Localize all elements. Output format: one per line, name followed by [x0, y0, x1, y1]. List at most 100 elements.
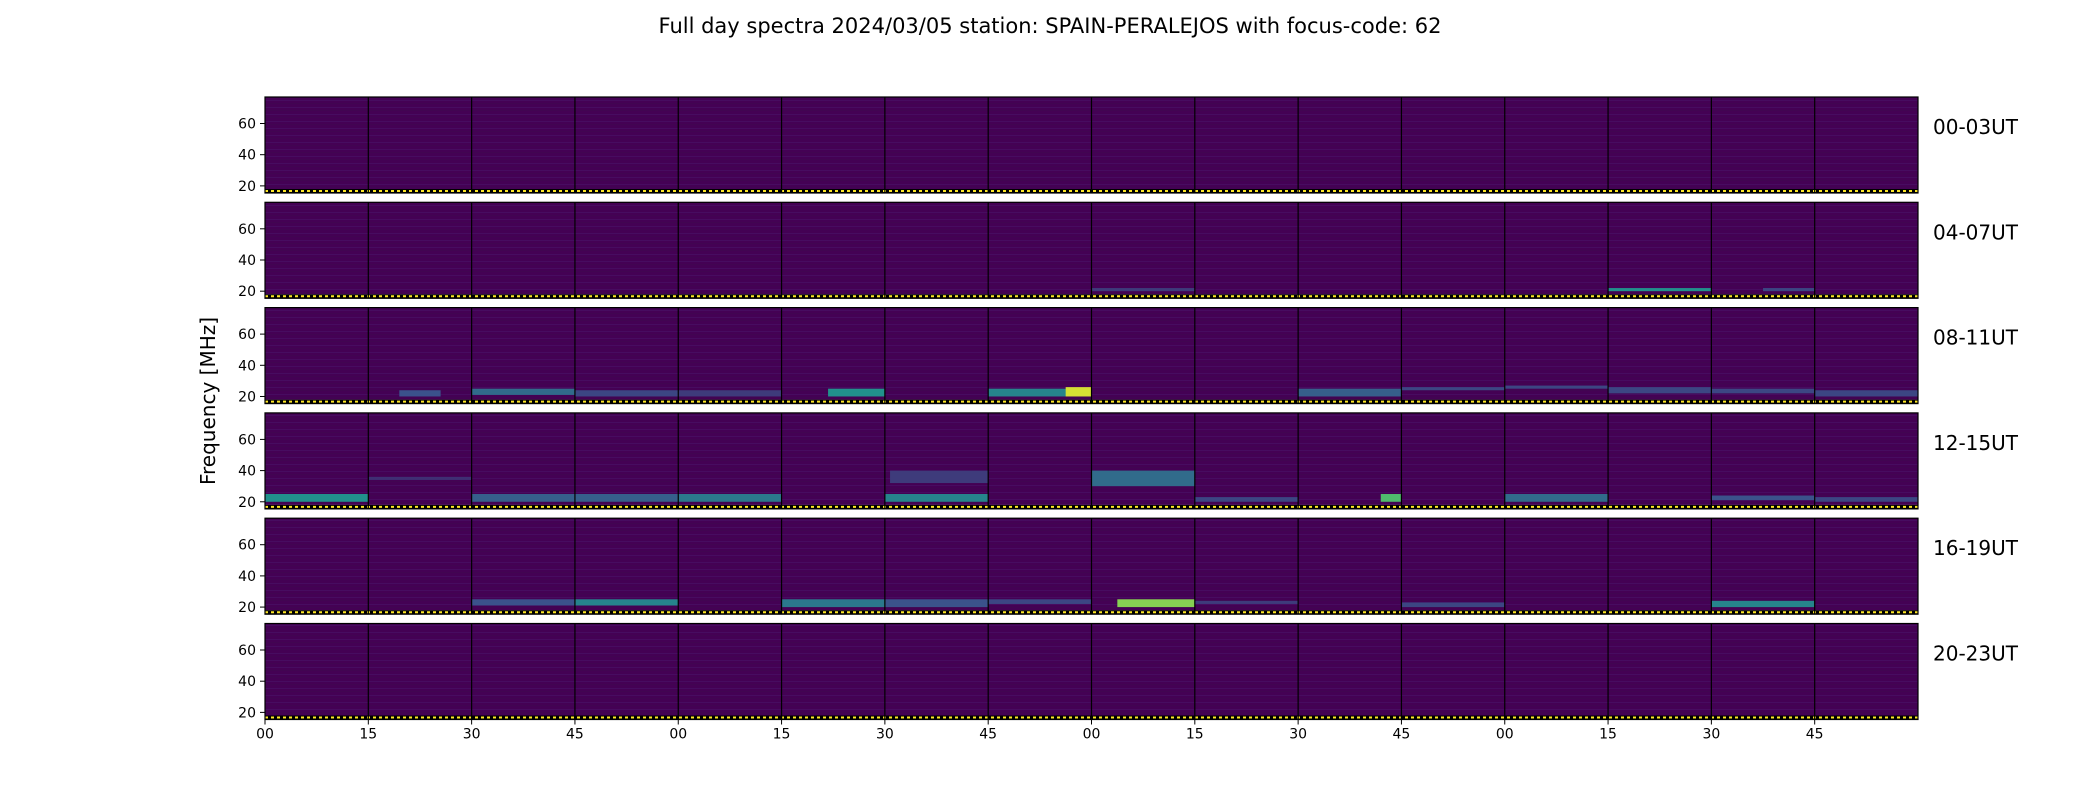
spectra-panel — [1504, 202, 1609, 295]
row-time-label: 04-07UT — [1933, 220, 2019, 244]
x-tick-label: 00 — [669, 727, 687, 743]
spectra-feature — [1711, 495, 1815, 501]
spectra-panel — [884, 518, 989, 611]
row-frame — [264, 517, 1919, 615]
spectra-feature — [1380, 493, 1402, 502]
x-tick-label: 15 — [1186, 727, 1204, 743]
spectra-panel — [1504, 97, 1609, 189]
spectra-panel — [1091, 202, 1195, 295]
spectra-feature — [1504, 493, 1609, 502]
spectra-panel — [1401, 623, 1505, 716]
spectra-feature — [1711, 600, 1815, 608]
spectra-panel — [1504, 412, 1609, 505]
spectra-panel — [988, 623, 1092, 716]
spectra-panel — [1401, 518, 1505, 611]
spectra-panel — [781, 307, 885, 400]
spectra-panel — [678, 307, 782, 400]
spectra-feature — [1814, 497, 1918, 502]
spectra-feature — [1814, 390, 1918, 397]
spectra-panel — [781, 97, 885, 189]
spectra-panel — [574, 202, 679, 295]
row-time-label: 00-03UT — [1933, 115, 2019, 139]
x-tick-label: 15 — [1599, 727, 1617, 743]
y-tick-label: 40 — [238, 464, 256, 480]
spectra-panel — [1298, 518, 1402, 611]
spectra-feature — [574, 390, 679, 397]
spectra-panel — [1194, 202, 1299, 295]
x-tick-label: 00 — [1496, 727, 1514, 743]
spectra-panel — [265, 307, 369, 400]
x-tick-label: 45 — [1393, 727, 1411, 743]
spectra-feature — [471, 388, 575, 395]
spectra-panel — [1091, 412, 1195, 505]
x-tick-label: 00 — [1083, 727, 1101, 743]
x-tick-label: 30 — [1702, 727, 1720, 743]
spectra-panel — [1608, 412, 1712, 505]
row-time-label: 08-11UT — [1933, 326, 2019, 350]
spectra-panel — [368, 202, 472, 295]
spectra-feature — [988, 388, 1092, 397]
x-tick-label: 45 — [1806, 727, 1824, 743]
spectra-panel — [1194, 623, 1299, 716]
spectra-panel — [265, 623, 369, 716]
spectra-panel — [1504, 307, 1609, 400]
spectra-feature — [1194, 497, 1299, 502]
spectra-panel — [1298, 412, 1402, 505]
row-time-label: 12-15UT — [1933, 431, 2019, 455]
spectra-feature — [399, 390, 441, 397]
spectra-panel — [1711, 623, 1815, 716]
spectra-panel — [678, 412, 782, 505]
y-tick-label: 60 — [238, 222, 256, 238]
spectra-panel — [1608, 623, 1712, 716]
spectra-feature — [574, 493, 679, 502]
spectra-panel — [574, 518, 679, 611]
spectra-panel — [265, 412, 369, 505]
spectra-panel — [884, 307, 989, 400]
spectra-panel — [781, 623, 885, 716]
spectra-feature — [471, 493, 575, 502]
spectra-panel — [471, 307, 575, 400]
spectra-panel — [1814, 307, 1918, 400]
spectra-panel — [1608, 202, 1712, 295]
spectra-feature — [1608, 288, 1712, 292]
spectra-panel — [1711, 412, 1815, 505]
spectra-panel — [1711, 307, 1815, 400]
spectra-panel — [1091, 97, 1195, 189]
row-frame — [264, 307, 1919, 405]
spectra-panel — [1401, 202, 1505, 295]
spectra-panel — [1401, 307, 1505, 400]
spectra-panel — [1504, 623, 1609, 716]
y-tick-label: 20 — [238, 600, 256, 616]
x-tick-label: 15 — [773, 727, 791, 743]
spectra-panel — [1711, 202, 1815, 295]
spectra-panel — [1711, 97, 1815, 189]
spectra-panel — [1814, 97, 1918, 189]
spectra-panel — [1298, 307, 1402, 400]
spectra-panel — [1298, 623, 1402, 716]
spectra-panel — [1814, 202, 1918, 295]
spectra-feature — [1194, 600, 1299, 604]
spectra-feature — [1608, 387, 1712, 394]
spectra-row: 20 40 60 00-03UT — [238, 96, 2019, 195]
x-tick-label: 30 — [463, 727, 481, 743]
spectra-panel — [471, 97, 575, 189]
spectra-panel — [1814, 518, 1918, 611]
spectra-panel — [1091, 307, 1195, 400]
spectra-panel — [1298, 202, 1402, 295]
spectra-panel — [781, 202, 885, 295]
spectra-panel — [265, 518, 369, 611]
spectra-panel — [574, 623, 679, 716]
row-frame — [264, 201, 1919, 299]
spectra-panel — [781, 412, 885, 505]
row-time-label: 20-23UT — [1933, 642, 2019, 666]
x-tick-label: 00 — [256, 727, 274, 743]
y-tick-label: 40 — [238, 674, 256, 690]
x-tick-label: 15 — [359, 727, 377, 743]
spectra-panel — [1091, 623, 1195, 716]
spectra-panel — [265, 97, 369, 189]
spectra-feature — [1065, 387, 1092, 397]
x-axis: 00 15 30 45 00 15 30 45 00 15 30 45 00 15 30 45 — [256, 719, 1824, 743]
spectra-feature — [1298, 388, 1402, 397]
